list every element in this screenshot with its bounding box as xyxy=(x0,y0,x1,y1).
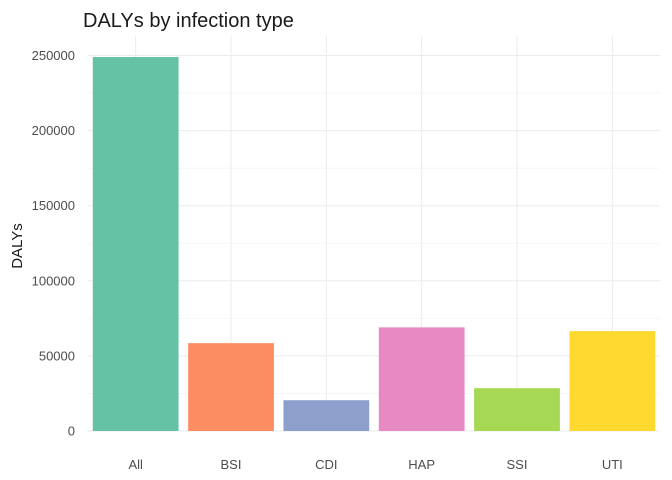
y-axis-label: DALYs xyxy=(9,223,26,269)
bar-uti xyxy=(569,331,656,431)
x-tick-label: BSI xyxy=(221,457,242,472)
y-tick-label: 200000 xyxy=(32,123,75,138)
y-tick-label: 250000 xyxy=(32,48,75,63)
bar-cdi xyxy=(283,400,370,431)
bar-all xyxy=(92,57,179,432)
y-tick-label: 100000 xyxy=(32,273,75,288)
y-tick-label: 50000 xyxy=(39,348,75,363)
x-tick-label: CDI xyxy=(315,457,337,472)
x-tick-label: UTI xyxy=(602,457,623,472)
y-tick-label: 0 xyxy=(68,424,75,439)
x-axis-ticks: All BSI CDI HAP SSI UTI xyxy=(128,457,622,472)
x-tick-label: HAP xyxy=(408,457,435,472)
bars xyxy=(92,57,656,432)
bar-hap xyxy=(378,327,465,431)
x-tick-label: All xyxy=(128,457,143,472)
bar-ssi xyxy=(474,388,560,431)
y-axis-ticks: 0 50000 100000 150000 200000 250000 xyxy=(32,48,75,438)
chart-title: DALYs by infection type xyxy=(83,10,294,32)
y-tick-label: 150000 xyxy=(32,198,75,213)
bar-bsi xyxy=(188,343,274,431)
x-tick-label: SSI xyxy=(507,457,528,472)
